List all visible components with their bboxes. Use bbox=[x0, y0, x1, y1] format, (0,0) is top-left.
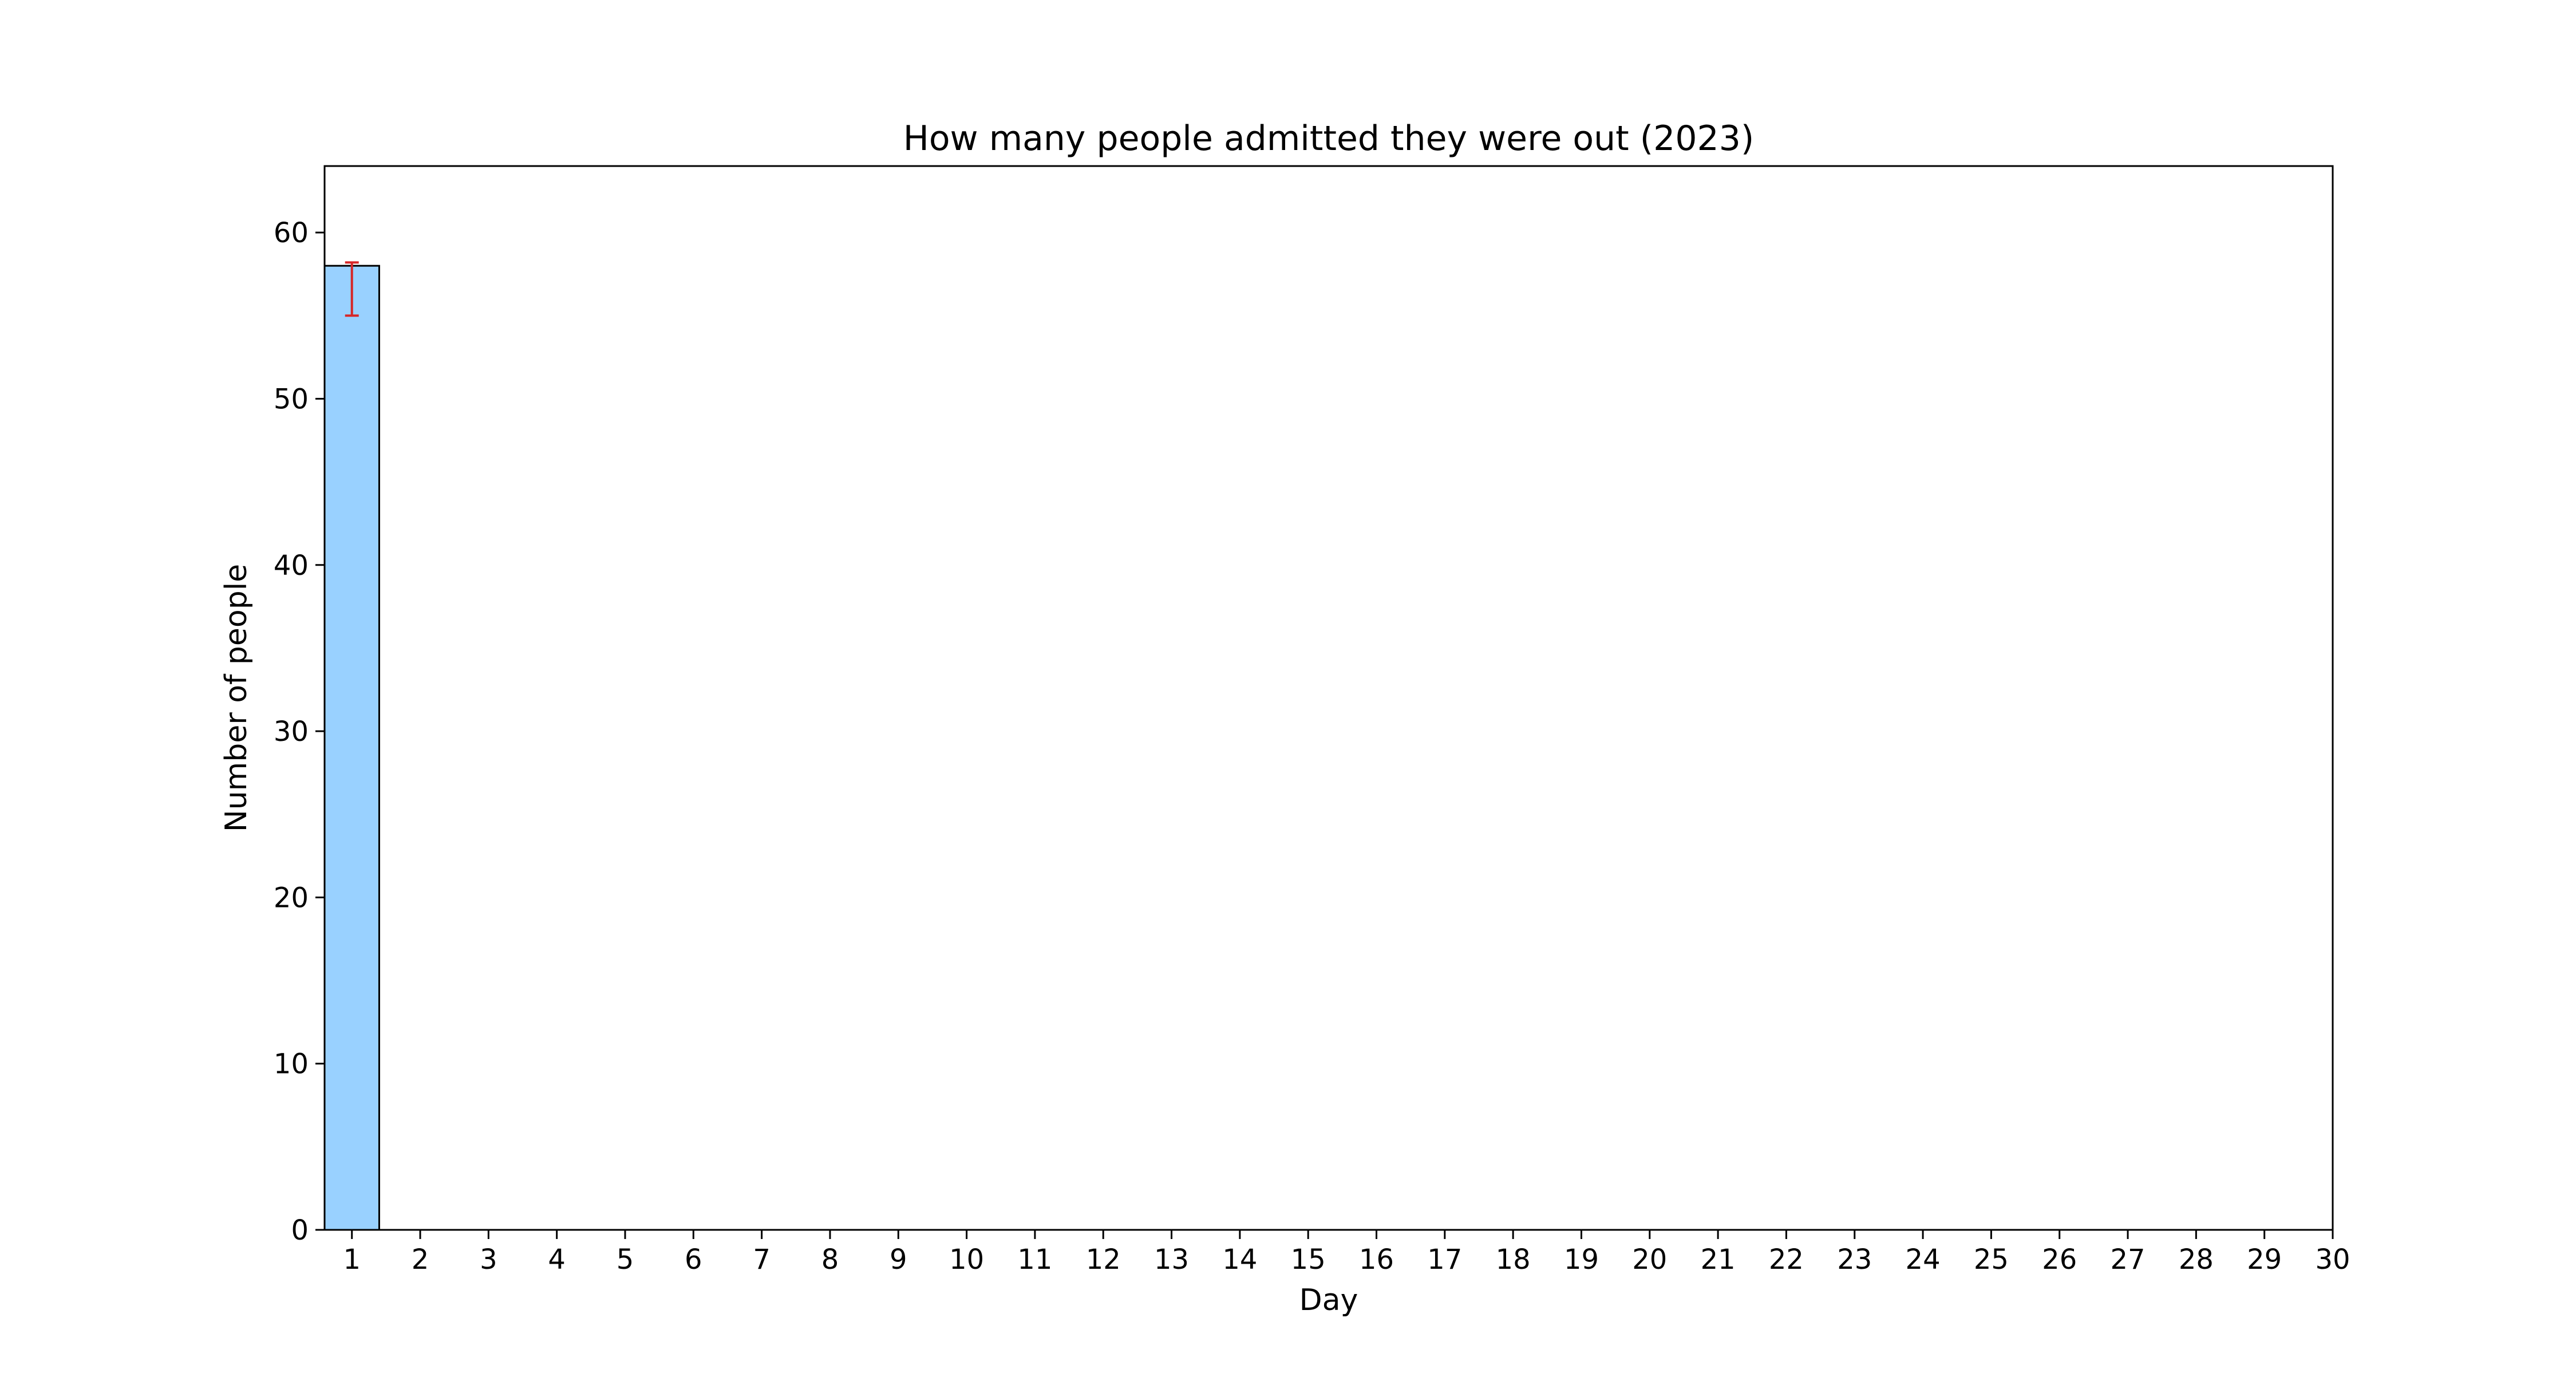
x-tick-label: 23 bbox=[1837, 1244, 1872, 1276]
error-bars-layer bbox=[345, 261, 359, 317]
y-axis-label: Number of people bbox=[219, 564, 254, 832]
x-tick-label: 24 bbox=[1906, 1244, 1941, 1276]
x-tick-label: 8 bbox=[821, 1244, 839, 1276]
x-tick-label: 14 bbox=[1222, 1244, 1257, 1276]
x-tick-label: 19 bbox=[1564, 1244, 1599, 1276]
y-tick-label: 0 bbox=[291, 1214, 309, 1246]
x-tick-label: 12 bbox=[1086, 1244, 1121, 1276]
x-tick-label: 16 bbox=[1359, 1244, 1394, 1276]
x-tick-label: 11 bbox=[1017, 1244, 1052, 1276]
y-axis-ticks: 0 10 20 30 40 50 60 bbox=[274, 217, 325, 1246]
x-tick-label: 22 bbox=[1769, 1244, 1804, 1276]
x-tick-label: 30 bbox=[2315, 1244, 2350, 1276]
bars-layer bbox=[323, 265, 380, 1231]
x-tick-label: 25 bbox=[1974, 1244, 2009, 1276]
x-tick-label: 10 bbox=[949, 1244, 984, 1276]
y-tick-label: 20 bbox=[274, 882, 309, 914]
x-tick-label: 15 bbox=[1291, 1244, 1326, 1276]
y-tick-label: 10 bbox=[274, 1048, 309, 1080]
bar-day-1 bbox=[323, 265, 380, 1231]
x-tick-label: 1 bbox=[343, 1244, 361, 1276]
x-axis-ticks: 1 2 3 4 5 6 7 8 9 10 11 12 13 14 15 16 17 18 19 20 21 22 23 24 2… bbox=[343, 1230, 2350, 1276]
x-tick-label: 21 bbox=[1701, 1244, 1736, 1276]
x-tick-label: 7 bbox=[753, 1244, 771, 1276]
x-tick-label: 9 bbox=[890, 1244, 907, 1276]
x-tick-label: 6 bbox=[685, 1244, 702, 1276]
x-tick-label: 4 bbox=[548, 1244, 566, 1276]
y-tick-label: 60 bbox=[274, 217, 309, 249]
x-tick-label: 17 bbox=[1427, 1244, 1462, 1276]
y-tick-label: 30 bbox=[274, 716, 309, 748]
x-tick-label: 18 bbox=[1496, 1244, 1531, 1276]
x-tick-label: 26 bbox=[2042, 1244, 2077, 1276]
x-tick-label: 2 bbox=[412, 1244, 429, 1276]
x-tick-label: 29 bbox=[2247, 1244, 2282, 1276]
x-tick-label: 20 bbox=[1632, 1244, 1667, 1276]
x-tick-label: 28 bbox=[2179, 1244, 2214, 1276]
x-tick-label: 5 bbox=[617, 1244, 634, 1276]
y-tick-label: 40 bbox=[274, 550, 309, 582]
x-tick-label: 3 bbox=[480, 1244, 497, 1276]
chart-title: How many people admitted they were out (… bbox=[903, 119, 1755, 159]
plot-frame bbox=[323, 165, 2334, 1231]
x-axis-label: Day bbox=[1299, 1283, 1358, 1317]
x-tick-label: 27 bbox=[2111, 1244, 2146, 1276]
x-tick-label: 13 bbox=[1154, 1244, 1189, 1276]
y-tick-label: 50 bbox=[274, 383, 309, 415]
